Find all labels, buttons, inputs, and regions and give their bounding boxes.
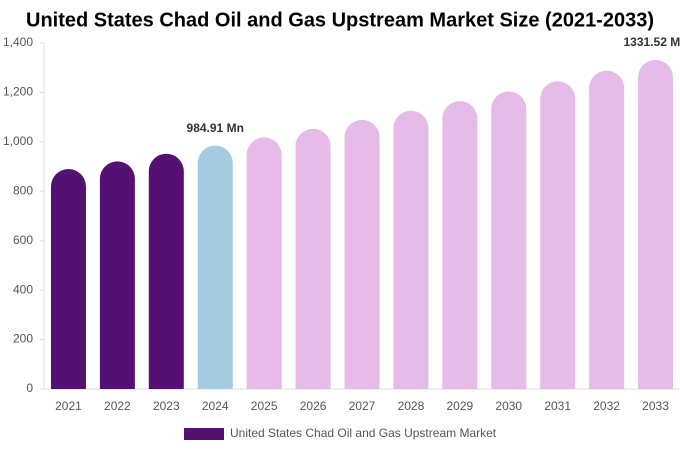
y-tick-label: 0 [26,381,33,395]
bar [99,161,135,389]
x-tick-label: 2033 [642,399,669,413]
x-tick-label: 2024 [202,399,229,413]
bar [491,91,527,389]
y-tick-label: 800 [13,183,33,197]
y-tick-label: 400 [13,282,33,296]
x-tick-label: 2025 [251,399,278,413]
bar [197,145,233,389]
chart-title: United States Chad Oil and Gas Upstream … [26,9,654,31]
x-tick-label: 2022 [104,399,131,413]
bar [295,128,331,389]
legend-swatch [184,428,224,440]
x-tick-label: 2032 [593,399,620,413]
bar [638,59,674,389]
y-tick-label: 1,200 [3,85,33,99]
bar [540,81,576,390]
x-tick-label: 2027 [349,399,376,413]
x-tick-label: 2028 [398,399,425,413]
value-label: 984.91 Mn [187,121,244,135]
x-tick-label: 2026 [300,399,327,413]
x-tick-label: 2031 [544,399,571,413]
y-tick-label: 1,400 [3,35,33,49]
bar [246,137,282,389]
y-tick-label: 1,000 [3,134,33,148]
bar [50,169,86,389]
y-tick-label: 200 [13,332,33,346]
x-tick-label: 2030 [495,399,522,413]
x-tick-label: 2029 [446,399,473,413]
bar [393,110,429,389]
bar [442,101,478,389]
value-label: 1331.52 Mn [624,35,680,49]
x-tick-label: 2021 [55,399,82,413]
legend-label: United States Chad Oil and Gas Upstream … [230,426,497,440]
y-tick-label: 600 [13,233,33,247]
x-tick-label: 2023 [153,399,180,413]
bar [344,119,380,389]
bar [148,153,184,389]
bar [589,70,625,390]
